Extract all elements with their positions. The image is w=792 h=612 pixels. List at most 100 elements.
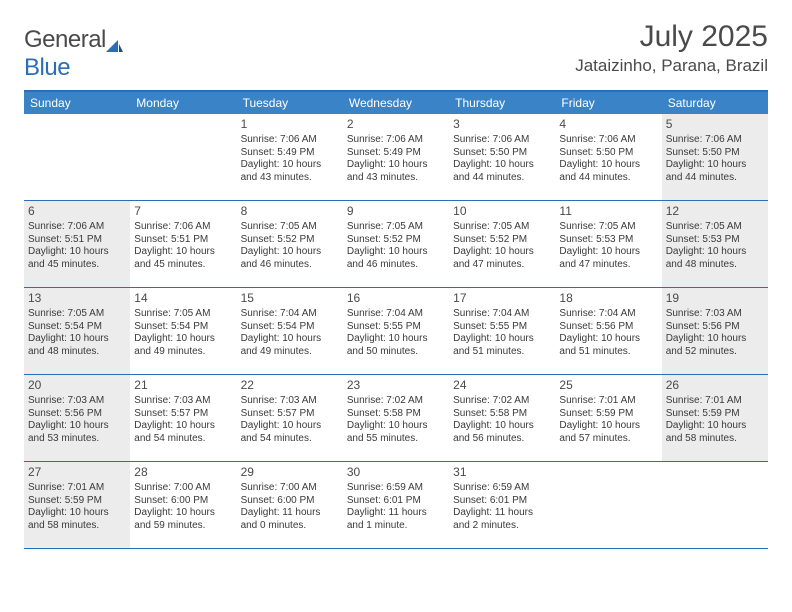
day-cell: 25Sunrise: 7:01 AMSunset: 5:59 PMDayligh… <box>555 375 661 461</box>
day-number: 5 <box>666 117 764 132</box>
calendar: Sunday Monday Tuesday Wednesday Thursday… <box>24 90 768 549</box>
dayhead-thursday: Thursday <box>449 92 555 114</box>
day-cell: 23Sunrise: 7:02 AMSunset: 5:58 PMDayligh… <box>343 375 449 461</box>
daylight-text: Daylight: 10 hours and 49 minutes. <box>241 333 339 358</box>
daylight-text: Daylight: 10 hours and 52 minutes. <box>666 333 764 358</box>
sunrise-text: Sunrise: 7:01 AM <box>559 395 657 408</box>
daylight-text: Daylight: 11 hours and 1 minute. <box>347 507 445 532</box>
daylight-text: Daylight: 10 hours and 58 minutes. <box>666 420 764 445</box>
day-cell: 16Sunrise: 7:04 AMSunset: 5:55 PMDayligh… <box>343 288 449 374</box>
sunrise-text: Sunrise: 7:04 AM <box>559 308 657 321</box>
day-number: 25 <box>559 378 657 393</box>
day-number: 16 <box>347 291 445 306</box>
day-number: 23 <box>347 378 445 393</box>
daylight-text: Daylight: 10 hours and 55 minutes. <box>347 420 445 445</box>
day-cell: 27Sunrise: 7:01 AMSunset: 5:59 PMDayligh… <box>24 462 130 548</box>
day-cell: 10Sunrise: 7:05 AMSunset: 5:52 PMDayligh… <box>449 201 555 287</box>
daylight-text: Daylight: 10 hours and 54 minutes. <box>241 420 339 445</box>
sunset-text: Sunset: 5:50 PM <box>559 147 657 160</box>
sunset-text: Sunset: 5:55 PM <box>453 321 551 334</box>
dayhead-tuesday: Tuesday <box>237 92 343 114</box>
day-cell: 6Sunrise: 7:06 AMSunset: 5:51 PMDaylight… <box>24 201 130 287</box>
sunrise-text: Sunrise: 7:03 AM <box>28 395 126 408</box>
sunset-text: Sunset: 5:57 PM <box>134 408 232 421</box>
daylight-text: Daylight: 10 hours and 48 minutes. <box>28 333 126 358</box>
day-cell: 5Sunrise: 7:06 AMSunset: 5:50 PMDaylight… <box>662 114 768 200</box>
sunrise-text: Sunrise: 7:01 AM <box>28 482 126 495</box>
sunrise-text: Sunrise: 7:03 AM <box>134 395 232 408</box>
sunset-text: Sunset: 5:54 PM <box>28 321 126 334</box>
day-cell: 21Sunrise: 7:03 AMSunset: 5:57 PMDayligh… <box>130 375 236 461</box>
sunrise-text: Sunrise: 7:04 AM <box>241 308 339 321</box>
sunrise-text: Sunrise: 7:02 AM <box>347 395 445 408</box>
month-title: July 2025 <box>575 20 768 54</box>
day-number: 30 <box>347 465 445 480</box>
daylight-text: Daylight: 11 hours and 0 minutes. <box>241 507 339 532</box>
day-cell: 12Sunrise: 7:05 AMSunset: 5:53 PMDayligh… <box>662 201 768 287</box>
daylight-text: Daylight: 10 hours and 51 minutes. <box>559 333 657 358</box>
day-cell: 30Sunrise: 6:59 AMSunset: 6:01 PMDayligh… <box>343 462 449 548</box>
day-number: 2 <box>347 117 445 132</box>
sunrise-text: Sunrise: 7:06 AM <box>28 221 126 234</box>
sunrise-text: Sunrise: 7:06 AM <box>241 134 339 147</box>
day-cell: 20Sunrise: 7:03 AMSunset: 5:56 PMDayligh… <box>24 375 130 461</box>
sunset-text: Sunset: 5:55 PM <box>347 321 445 334</box>
daylight-text: Daylight: 10 hours and 46 minutes. <box>347 246 445 271</box>
day-number: 22 <box>241 378 339 393</box>
sunrise-text: Sunrise: 7:03 AM <box>241 395 339 408</box>
day-cell: 9Sunrise: 7:05 AMSunset: 5:52 PMDaylight… <box>343 201 449 287</box>
sunset-text: Sunset: 5:52 PM <box>347 234 445 247</box>
daylight-text: Daylight: 10 hours and 48 minutes. <box>666 246 764 271</box>
daylight-text: Daylight: 10 hours and 44 minutes. <box>453 159 551 184</box>
day-number: 15 <box>241 291 339 306</box>
sunrise-text: Sunrise: 7:06 AM <box>453 134 551 147</box>
day-number: 13 <box>28 291 126 306</box>
day-cell: 15Sunrise: 7:04 AMSunset: 5:54 PMDayligh… <box>237 288 343 374</box>
sunset-text: Sunset: 5:50 PM <box>666 147 764 160</box>
sunset-text: Sunset: 5:59 PM <box>28 495 126 508</box>
sunrise-text: Sunrise: 7:05 AM <box>241 221 339 234</box>
day-number: 29 <box>241 465 339 480</box>
day-cell: 7Sunrise: 7:06 AMSunset: 5:51 PMDaylight… <box>130 201 236 287</box>
daylight-text: Daylight: 10 hours and 43 minutes. <box>347 159 445 184</box>
sunset-text: Sunset: 5:54 PM <box>134 321 232 334</box>
day-number: 24 <box>453 378 551 393</box>
sunrise-text: Sunrise: 7:04 AM <box>453 308 551 321</box>
week-row: 27Sunrise: 7:01 AMSunset: 5:59 PMDayligh… <box>24 462 768 549</box>
sunset-text: Sunset: 6:00 PM <box>134 495 232 508</box>
day-cell: 17Sunrise: 7:04 AMSunset: 5:55 PMDayligh… <box>449 288 555 374</box>
day-cell: 28Sunrise: 7:00 AMSunset: 6:00 PMDayligh… <box>130 462 236 548</box>
sunset-text: Sunset: 6:00 PM <box>241 495 339 508</box>
daylight-text: Daylight: 10 hours and 45 minutes. <box>134 246 232 271</box>
daylight-text: Daylight: 10 hours and 59 minutes. <box>134 507 232 532</box>
logo-sail-icon <box>104 33 124 49</box>
week-row: 20Sunrise: 7:03 AMSunset: 5:56 PMDayligh… <box>24 375 768 462</box>
day-cell: 2Sunrise: 7:06 AMSunset: 5:49 PMDaylight… <box>343 114 449 200</box>
sunset-text: Sunset: 5:53 PM <box>666 234 764 247</box>
daylight-text: Daylight: 10 hours and 49 minutes. <box>134 333 232 358</box>
week-row: 13Sunrise: 7:05 AMSunset: 5:54 PMDayligh… <box>24 288 768 375</box>
sunrise-text: Sunrise: 7:06 AM <box>347 134 445 147</box>
week-row: 1Sunrise: 7:06 AMSunset: 5:49 PMDaylight… <box>24 114 768 201</box>
day-number: 18 <box>559 291 657 306</box>
day-number: 9 <box>347 204 445 219</box>
sunrise-text: Sunrise: 6:59 AM <box>347 482 445 495</box>
day-number: 8 <box>241 204 339 219</box>
sunset-text: Sunset: 5:52 PM <box>453 234 551 247</box>
sunset-text: Sunset: 5:49 PM <box>241 147 339 160</box>
calendar-page: GeneralBlue July 2025 Jataizinho, Parana… <box>0 0 792 569</box>
sunset-text: Sunset: 5:59 PM <box>559 408 657 421</box>
dayhead-monday: Monday <box>130 92 236 114</box>
daylight-text: Daylight: 10 hours and 51 minutes. <box>453 333 551 358</box>
sunrise-text: Sunrise: 7:00 AM <box>241 482 339 495</box>
location: Jataizinho, Parana, Brazil <box>575 56 768 76</box>
day-cell <box>24 114 130 200</box>
day-cell: 24Sunrise: 7:02 AMSunset: 5:58 PMDayligh… <box>449 375 555 461</box>
logo-text: GeneralBlue <box>24 26 124 82</box>
daylight-text: Daylight: 10 hours and 46 minutes. <box>241 246 339 271</box>
sunset-text: Sunset: 5:53 PM <box>559 234 657 247</box>
day-cell: 19Sunrise: 7:03 AMSunset: 5:56 PMDayligh… <box>662 288 768 374</box>
day-header-row: Sunday Monday Tuesday Wednesday Thursday… <box>24 92 768 114</box>
sunset-text: Sunset: 5:51 PM <box>28 234 126 247</box>
day-number: 14 <box>134 291 232 306</box>
